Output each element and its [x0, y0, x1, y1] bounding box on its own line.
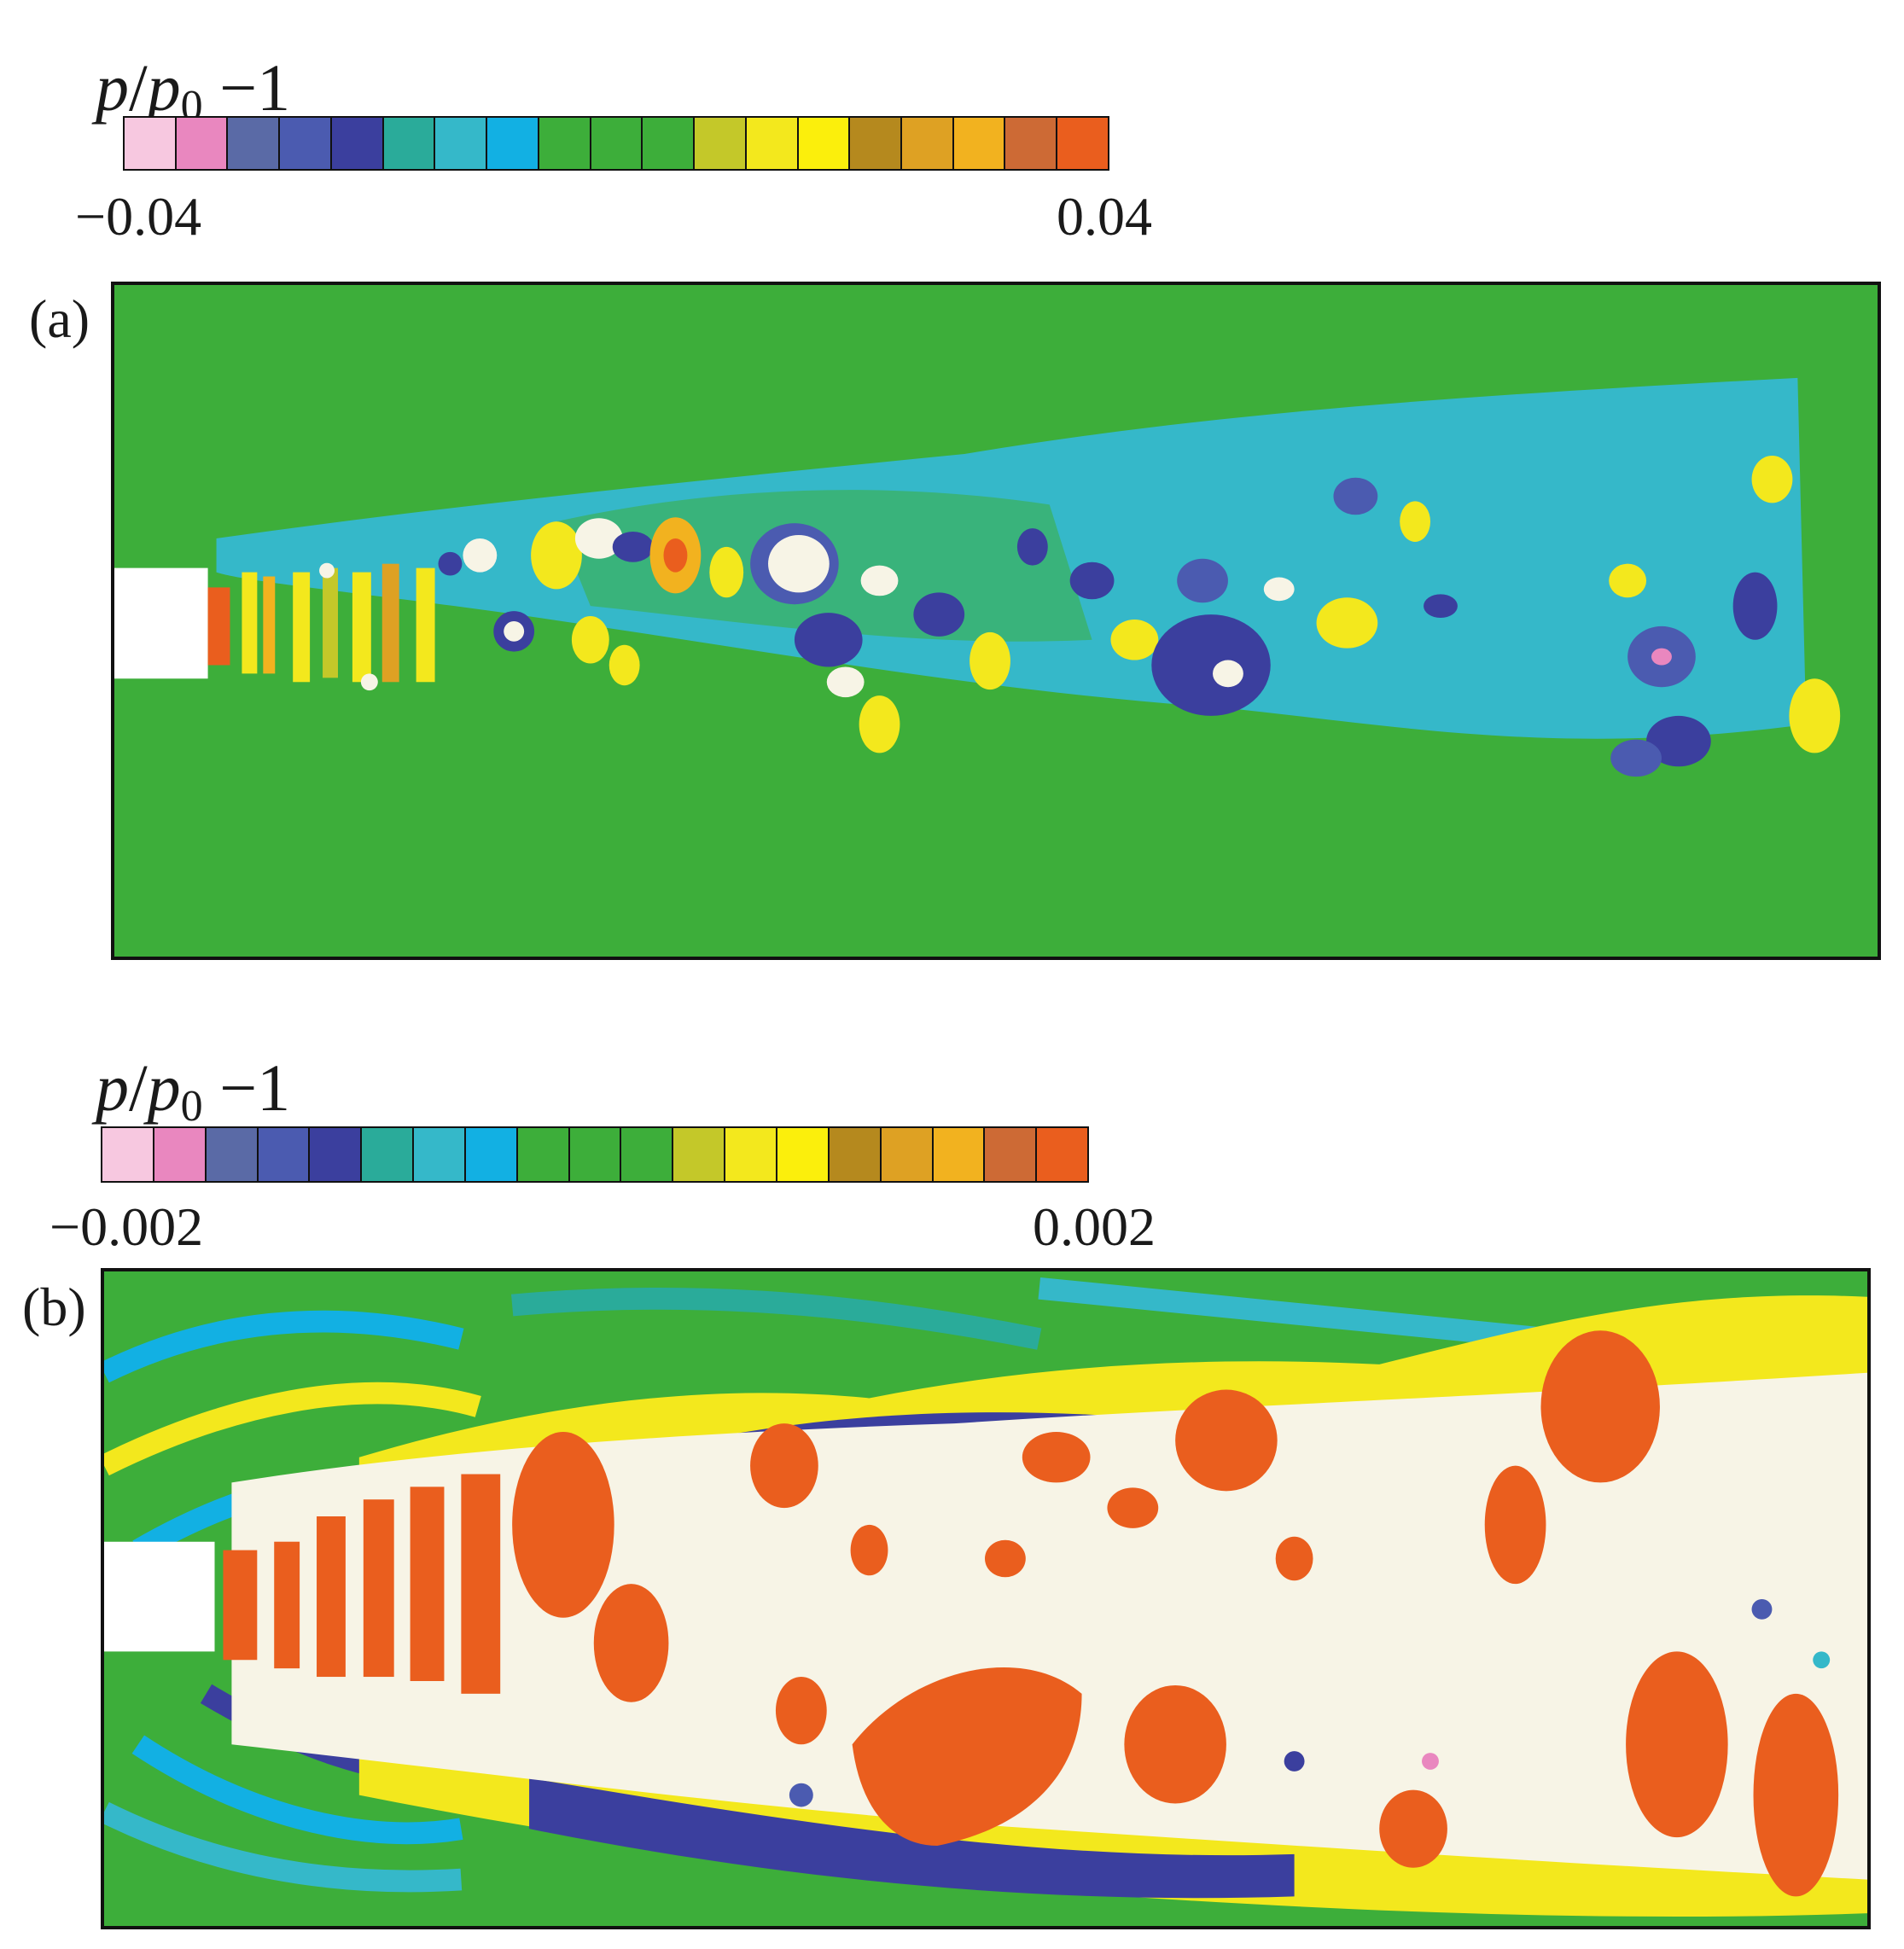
- colorbar-swatch: [621, 1128, 674, 1181]
- colorbar-a-min-label: −0.04: [75, 186, 202, 247]
- nozzle-a: [114, 567, 208, 679]
- jet-core-b: [231, 1372, 1867, 1880]
- colorbar-swatch: [673, 1128, 726, 1181]
- colorbar-swatch: [435, 118, 488, 169]
- colorbar-swatch: [414, 1128, 466, 1181]
- colorbar-swatch: [777, 1128, 830, 1181]
- colorbar-swatch: [725, 1128, 777, 1181]
- colorbar-swatch: [228, 118, 281, 169]
- colorbar-swatch: [643, 118, 696, 169]
- colorbar-swatch: [517, 1128, 570, 1181]
- near-field-cells-b: [223, 1474, 501, 1694]
- colorbar-swatch: [569, 1128, 622, 1181]
- colorbar-b-max-label: 0.002: [1033, 1196, 1156, 1257]
- colorbar-b-title: p/p0 −1: [96, 1050, 291, 1131]
- colorbar-swatch: [310, 1128, 363, 1181]
- nozzle-b: [104, 1541, 215, 1652]
- colorbar-swatch: [465, 1128, 518, 1181]
- pressure-lobes-b: [512, 1330, 1839, 1897]
- colorbar-swatch: [881, 1128, 934, 1181]
- colorbar-swatch: [125, 118, 177, 169]
- colorbar-swatch: [985, 1128, 1038, 1181]
- colorbar-swatch: [1037, 1128, 1088, 1181]
- colorbar-b-title-var: p: [96, 1050, 129, 1125]
- colorbar-swatch: [695, 118, 747, 169]
- colorbar-swatch: [953, 118, 1006, 169]
- colorbar-swatch: [933, 1128, 986, 1181]
- colorbar-swatch: [383, 118, 436, 169]
- colorbar-swatch: [258, 1128, 311, 1181]
- colorbar-swatch: [102, 1128, 154, 1181]
- colorbar-swatch: [154, 1128, 207, 1181]
- nozzle-exit-a: [207, 587, 230, 666]
- colorbar-a-title-var: p: [96, 50, 129, 125]
- panel-a-label: (a): [29, 288, 90, 349]
- colorbar-a: [123, 116, 1109, 171]
- colorbar-b: [101, 1126, 1089, 1183]
- near-field-cells-a: [242, 517, 744, 691]
- colorbar-swatch: [1057, 118, 1108, 169]
- far-field-vortices-a: [1151, 455, 1841, 777]
- colorbar-swatch: [280, 118, 332, 169]
- panel-b-contour: [101, 1268, 1871, 1929]
- colorbar-b-title-sub: 0: [180, 1082, 203, 1131]
- colorbar-swatch: [829, 1128, 882, 1181]
- colorbar-swatch: [1005, 118, 1058, 169]
- colorbar-swatch: [487, 118, 539, 169]
- mid-field-vortices-a: [750, 523, 1159, 753]
- colorbar-swatch: [176, 118, 229, 169]
- colorbar-b-title-rest: −1: [202, 1050, 291, 1125]
- colorbar-swatch: [591, 118, 643, 169]
- colorbar-a-title-rest: −1: [202, 50, 291, 125]
- detail-spots-b: [789, 1598, 1831, 1807]
- panel-a-contour: [111, 282, 1881, 960]
- colorbar-swatch: [331, 118, 384, 169]
- colorbar-swatch: [746, 118, 799, 169]
- colorbar-swatch: [206, 1128, 259, 1181]
- colorbar-swatch: [850, 118, 903, 169]
- colorbar-swatch: [798, 118, 851, 169]
- panel-a-contour-svg: [114, 377, 1841, 777]
- colorbar-a-title-ref: p: [147, 50, 181, 125]
- colorbar-a-title: p/p0 −1: [96, 50, 291, 131]
- colorbar-b-title-ref: p: [147, 1050, 181, 1125]
- panel-b-contour-svg: [104, 1277, 1867, 1917]
- colorbar-a-max-label: 0.04: [1057, 186, 1152, 247]
- colorbar-swatch: [902, 118, 954, 169]
- colorbar-swatch: [362, 1128, 415, 1181]
- panel-b-label: (b): [22, 1277, 86, 1337]
- colorbar-b-min-label: −0.002: [49, 1196, 204, 1257]
- colorbar-swatch: [539, 118, 591, 169]
